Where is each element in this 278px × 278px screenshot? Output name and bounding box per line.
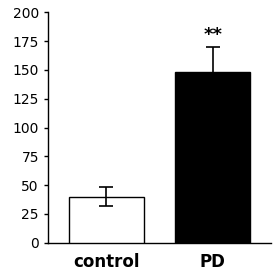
Bar [175, 72, 250, 243]
Bar [69, 197, 143, 243]
Text: **: ** [203, 26, 222, 44]
